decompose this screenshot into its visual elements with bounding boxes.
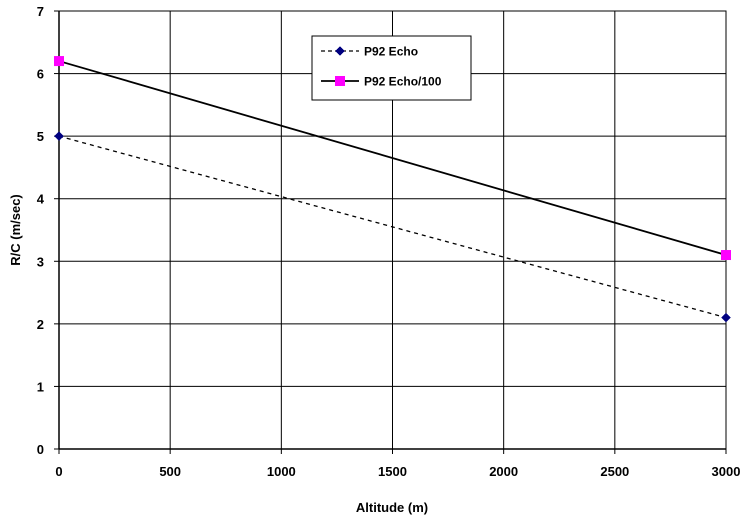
series-1-point [54,131,64,141]
legend: P92 Echo P92 Echo/100 [311,35,472,101]
y-tick-label: 7 [37,4,44,19]
y-tick-label: 1 [37,379,44,394]
x-tick-label: 1500 [378,464,407,479]
y-tick-labels: 0 1 2 3 4 5 6 7 [37,4,45,457]
y-tick-label: 2 [37,317,44,332]
x-tick-labels: 0 500 1000 1500 2000 2500 3000 [55,464,740,479]
series-1-point [721,312,731,323]
y-tick-label: 6 [37,67,44,82]
x-tick-label: 0 [55,464,62,479]
series-2-point [54,56,64,67]
y-tick-label: 5 [37,129,44,144]
legend-label-2: P92 Echo/100 [364,75,442,89]
y-tick-label: 0 [37,442,44,457]
x-axis-title: Altitude (m) [356,500,428,515]
x-tick-label: 1000 [267,464,296,479]
x-tick-label: 3000 [712,464,741,479]
series-2-line [58,60,727,256]
legend-marker-2 [335,76,345,86]
series-1-line [58,135,727,319]
legend-box [311,35,472,101]
legend-label-1: P92 Echo [364,45,418,59]
axis-ticks [54,10,727,454]
y-axis-title: R/C (m/sec) [8,194,23,266]
series-1 [54,131,731,323]
series-2-point [721,250,731,261]
legend-marker-1 [335,46,345,56]
x-tick-label: 2500 [600,464,629,479]
data-series [54,56,731,323]
x-tick-label: 2000 [489,464,518,479]
series-2 [54,56,731,261]
x-tick-label: 500 [159,464,181,479]
y-tick-label: 4 [37,192,45,207]
y-tick-label: 3 [37,254,44,269]
